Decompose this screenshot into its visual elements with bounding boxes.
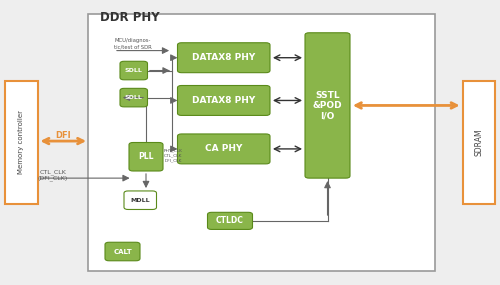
Text: CTLDC: CTLDC <box>216 216 244 225</box>
FancyBboxPatch shape <box>120 61 148 80</box>
Bar <box>88 14 435 271</box>
Text: Memory controller: Memory controller <box>18 111 24 174</box>
Text: SDLL: SDLL <box>125 68 142 73</box>
Text: DDR PHY: DDR PHY <box>100 11 160 24</box>
FancyBboxPatch shape <box>129 142 163 171</box>
Text: DATAX8 PHY: DATAX8 PHY <box>192 53 256 62</box>
Text: DATAX8 PHY: DATAX8 PHY <box>192 96 256 105</box>
Text: MDLL: MDLL <box>130 198 150 203</box>
Text: SSTL
&POD
I/O: SSTL &POD I/O <box>312 91 342 120</box>
FancyBboxPatch shape <box>124 191 156 209</box>
FancyBboxPatch shape <box>305 33 350 178</box>
FancyBboxPatch shape <box>208 212 252 229</box>
Text: CALT: CALT <box>113 249 132 255</box>
FancyBboxPatch shape <box>120 88 148 107</box>
Text: SDLL: SDLL <box>125 95 142 100</box>
FancyBboxPatch shape <box>105 242 140 261</box>
FancyBboxPatch shape <box>178 43 270 73</box>
Text: MCU/diagnos-
tic/test of SDR: MCU/diagnos- tic/test of SDR <box>114 38 152 49</box>
FancyBboxPatch shape <box>178 86 270 115</box>
Text: DFI: DFI <box>56 131 72 140</box>
Text: CTL_CLK
(DFI_CLK): CTL_CLK (DFI_CLK) <box>38 169 68 181</box>
Bar <box>462 81 495 204</box>
Text: PHY_CLK
CTL_CLK
DFI_CLK: PHY_CLK CTL_CLK DFI_CLK <box>164 149 183 162</box>
Text: SDRAM: SDRAM <box>474 129 483 156</box>
Bar <box>5 81 38 204</box>
Text: CA PHY: CA PHY <box>205 144 242 153</box>
FancyBboxPatch shape <box>178 134 270 164</box>
Text: PLL: PLL <box>138 152 154 161</box>
